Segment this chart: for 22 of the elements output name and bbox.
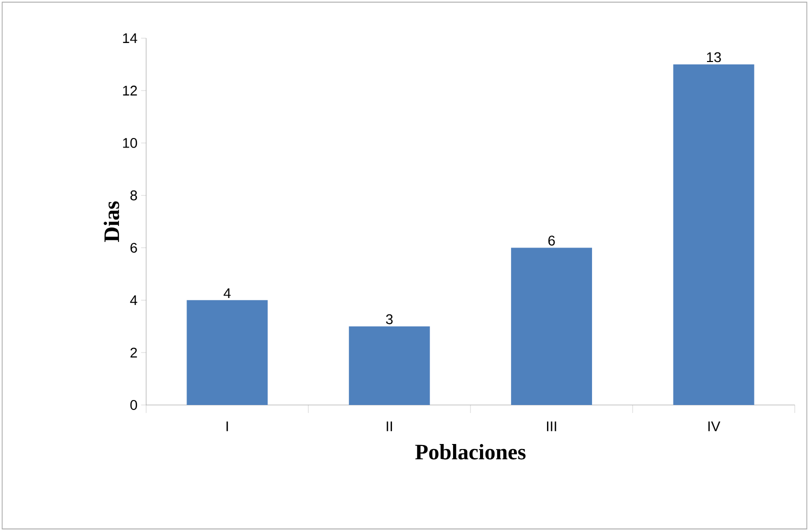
x-tick-label: III <box>547 421 556 432</box>
bar <box>511 248 592 405</box>
y-tick-label: 8 <box>130 190 137 200</box>
data-label: 13 <box>707 52 721 62</box>
y-axis-title: Dias <box>104 201 120 242</box>
x-tick-label: IV <box>708 421 720 432</box>
y-tick-label: 6 <box>130 242 137 253</box>
y-tick-label: 4 <box>130 295 138 305</box>
x-tick-label: I <box>226 421 228 432</box>
x-axis-title: Poblaciones <box>415 444 526 460</box>
bar <box>186 300 268 405</box>
y-tick-label: 2 <box>130 348 137 358</box>
bar <box>673 64 754 405</box>
y-tick-label: 10 <box>123 138 138 148</box>
x-tick-label: II <box>386 421 392 432</box>
data-label: 3 <box>386 314 393 324</box>
data-label: 6 <box>548 236 555 246</box>
y-tick-label: 14 <box>123 33 138 43</box>
data-label: 4 <box>224 288 231 298</box>
y-tick-label: 12 <box>123 86 137 96</box>
y-tick-label: 0 <box>130 400 138 410</box>
bar <box>348 326 430 405</box>
